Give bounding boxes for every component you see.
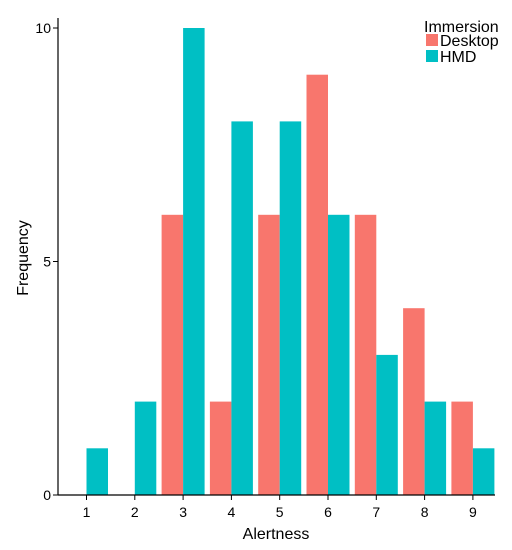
y-tick-label: 5 [43,254,51,270]
x-tick-label: 8 [421,504,429,520]
bar-hmd-3 [183,28,205,495]
bar-desktop-8 [403,308,425,495]
bar-desktop-5 [258,214,280,496]
x-tick-label: 7 [372,504,380,520]
y-tick-label: 10 [35,20,51,36]
bars [86,28,495,496]
bar-hmd-6 [328,214,350,496]
legend-swatch-hmd [426,50,438,62]
y-axis-title: Frequency [15,220,32,296]
legend-swatch-desktop [426,34,438,46]
x-axis-title: Alertness [243,526,310,543]
bar-hmd-4 [231,121,253,496]
y-ticks: 0 5 10 [35,20,58,503]
bar-hmd-7 [376,354,398,495]
x-tick-label: 3 [179,504,187,520]
x-tick-label: 5 [276,504,284,520]
legend-title: Immersion [424,19,499,36]
legend-label-desktop: Desktop [440,33,499,50]
x-ticks: 1 2 3 4 5 6 7 8 9 [83,495,477,520]
bar-hmd-1 [86,448,108,495]
bar-hmd-5 [279,121,302,496]
x-tick-label: 4 [228,504,236,520]
bar-desktop-3 [161,214,184,496]
bar-hmd-9 [472,448,495,495]
x-tick-label: 6 [324,504,332,520]
x-tick-label: 9 [469,504,477,520]
y-tick-label: 0 [43,487,51,503]
bar-desktop-9 [451,401,473,495]
bar-hmd-2 [134,401,157,495]
x-tick-label: 2 [131,504,139,520]
bar-desktop-7 [354,214,377,496]
x-tick-label: 1 [83,504,91,520]
legend-label-hmd: HMD [440,49,476,66]
bar-hmd-8 [424,401,447,495]
bar-desktop-6 [306,74,328,495]
bar-desktop-4 [209,401,232,495]
